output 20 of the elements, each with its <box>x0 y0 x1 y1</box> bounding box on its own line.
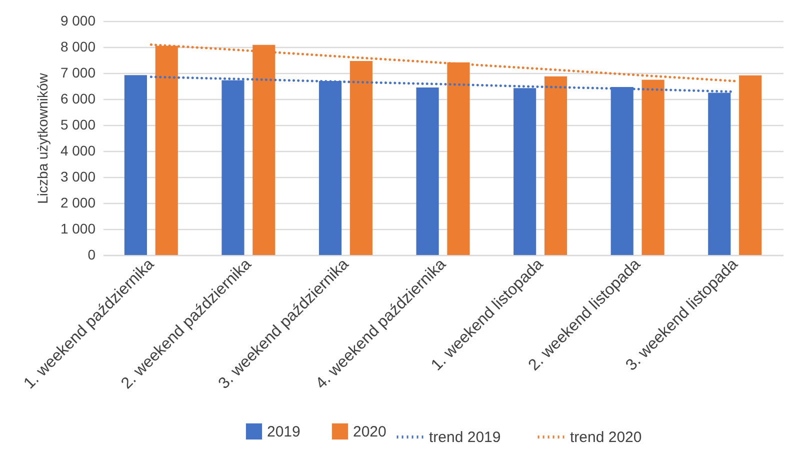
bar <box>124 75 147 255</box>
y-tick-label: 6 000 <box>60 90 96 106</box>
y-tick-label: 7 000 <box>60 64 96 80</box>
legend-label: 2020 <box>353 423 386 440</box>
legend-label: trend 2019 <box>429 429 501 446</box>
y-tick-label: 0 <box>88 246 96 262</box>
y-tick-label: 4 000 <box>60 142 96 158</box>
y-tick-label: 3 000 <box>60 168 96 184</box>
bar <box>642 80 664 255</box>
legend-label: trend 2020 <box>570 429 642 446</box>
y-tick-label: 8 000 <box>60 38 96 54</box>
y-tick-label: 5 000 <box>60 116 96 132</box>
y-tick-label: 1 000 <box>60 220 96 236</box>
y-axis-title: Liczba użytkowników <box>34 72 50 204</box>
bar <box>544 76 568 255</box>
legend-label: 2019 <box>267 423 300 440</box>
bar <box>416 88 439 255</box>
bar <box>739 75 762 255</box>
y-tick-label: 9 000 <box>60 12 96 28</box>
y-tick-label: 2 000 <box>60 194 96 210</box>
